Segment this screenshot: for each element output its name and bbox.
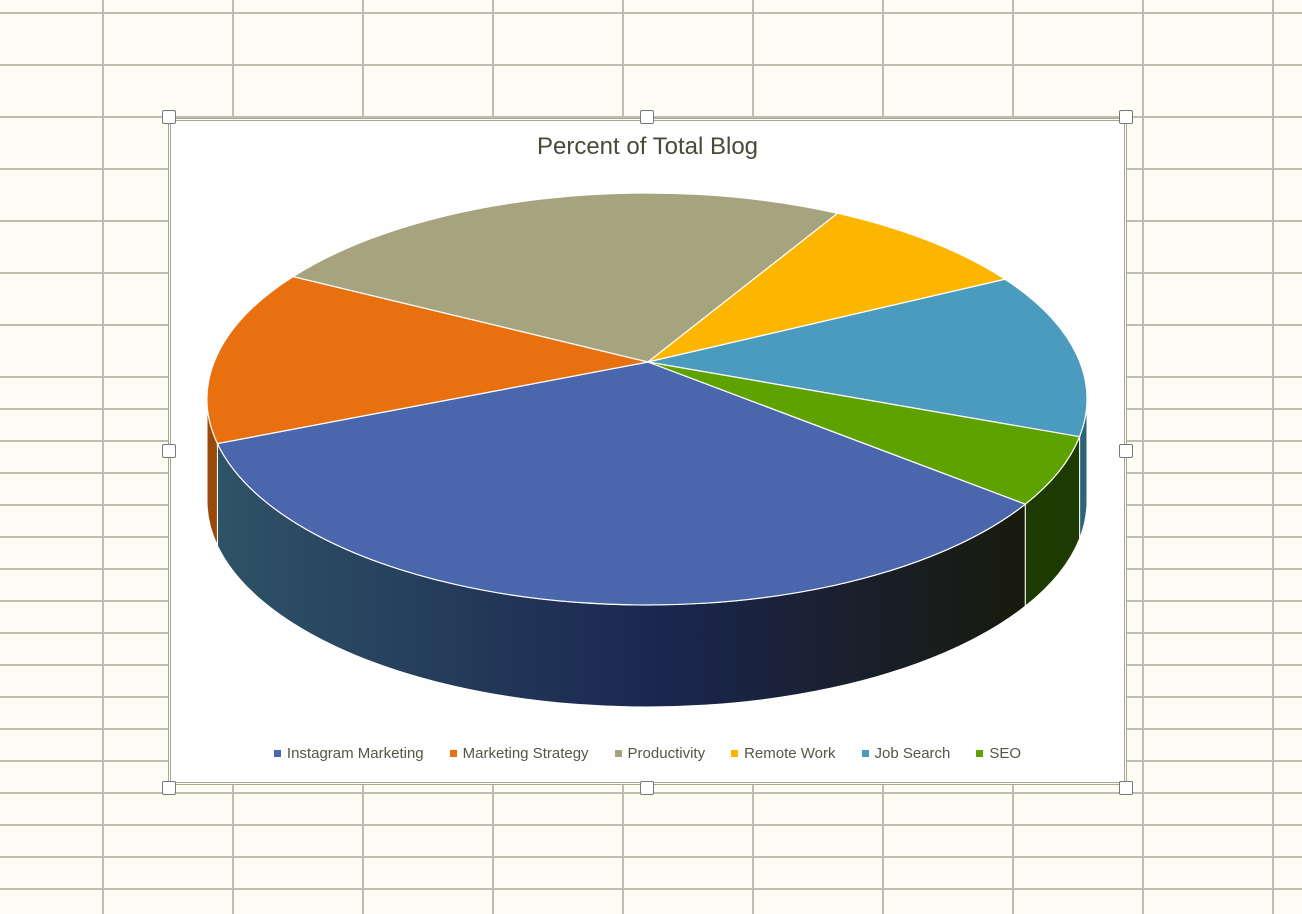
legend-swatch <box>861 750 869 757</box>
resize-handle-tm[interactable] <box>640 110 654 124</box>
pie-slice-marketing-strategy[interactable] <box>206 275 649 445</box>
legend-item[interactable]: Instagram Marketing <box>273 745 424 762</box>
pie-chart <box>206 192 1088 708</box>
legend-swatch <box>273 750 281 757</box>
legend-item[interactable]: Remote Work <box>731 745 836 762</box>
legend-label: Remote Work <box>744 745 836 762</box>
resize-handle-mr[interactable] <box>1119 444 1133 458</box>
chart-container[interactable]: Percent of Total Blog Instagram Marketin… <box>162 110 1133 795</box>
resize-handle-ml[interactable] <box>162 444 176 458</box>
legend-item[interactable]: Marketing Strategy <box>449 745 589 762</box>
legend-item[interactable]: SEO <box>976 745 1021 762</box>
legend-label: Instagram Marketing <box>286 745 424 762</box>
legend-label: Productivity <box>627 745 706 762</box>
legend-item[interactable]: Job Search <box>861 745 951 762</box>
chart-title[interactable]: Percent of Total Blog <box>536 133 759 160</box>
resize-handle-tl[interactable] <box>162 110 176 124</box>
legend-swatch <box>731 750 739 757</box>
pie-slice-seo[interactable] <box>647 361 1081 505</box>
pie-slice-remote-work[interactable] <box>647 212 1007 363</box>
legend-label: Marketing Strategy <box>462 745 589 762</box>
resize-handle-bl[interactable] <box>162 781 176 795</box>
legend-label: SEO <box>989 745 1022 762</box>
legend-label: Job Search <box>874 745 951 762</box>
resize-handle-br[interactable] <box>1119 781 1133 795</box>
chart-legend[interactable]: Instagram Marketing Marketing Strategy Pro… <box>163 745 1132 762</box>
legend-item[interactable]: Productivity <box>614 745 706 762</box>
resize-handle-bm[interactable] <box>640 781 654 795</box>
pie-slice-instagram-marketing[interactable] <box>216 361 1027 606</box>
legend-swatch <box>449 750 457 757</box>
resize-handle-tr[interactable] <box>1119 110 1133 124</box>
pie-slice-job-search[interactable] <box>647 278 1088 438</box>
legend-swatch <box>614 750 622 757</box>
legend-swatch <box>976 750 984 757</box>
